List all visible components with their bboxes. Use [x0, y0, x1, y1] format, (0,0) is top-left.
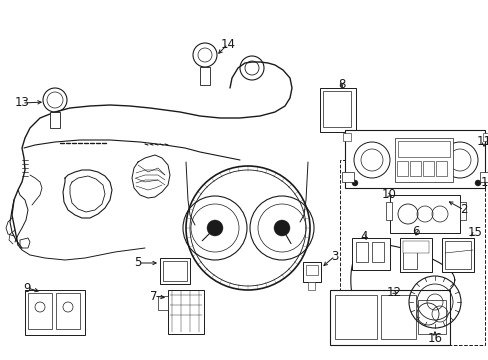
- Text: 1: 1: [479, 176, 487, 189]
- Bar: [305, 265, 317, 275]
- Bar: [371, 242, 383, 262]
- Text: 13: 13: [15, 96, 29, 109]
- Circle shape: [351, 180, 357, 186]
- Bar: [334, 295, 376, 339]
- Bar: [444, 241, 470, 269]
- Text: 14: 14: [220, 37, 235, 50]
- Bar: [329, 290, 449, 345]
- Bar: [168, 290, 203, 334]
- Text: 12: 12: [386, 285, 401, 298]
- Text: 2: 2: [459, 203, 467, 216]
- Bar: [479, 172, 487, 182]
- Bar: [351, 238, 389, 270]
- Bar: [399, 238, 431, 272]
- Bar: [482, 133, 488, 141]
- Bar: [158, 296, 168, 310]
- Bar: [396, 161, 407, 176]
- Bar: [323, 91, 350, 127]
- Text: 7: 7: [150, 289, 158, 302]
- Text: 16: 16: [427, 332, 442, 345]
- Bar: [28, 293, 52, 329]
- Bar: [319, 88, 355, 132]
- Bar: [385, 202, 391, 220]
- Text: 3: 3: [331, 249, 338, 262]
- Bar: [25, 290, 85, 335]
- Bar: [394, 138, 452, 182]
- Bar: [345, 130, 484, 188]
- Bar: [380, 295, 415, 339]
- Text: 4: 4: [360, 230, 367, 243]
- Bar: [339, 160, 484, 345]
- Bar: [417, 300, 445, 334]
- Text: 11: 11: [475, 135, 488, 148]
- Text: 15: 15: [467, 226, 482, 239]
- Text: 6: 6: [411, 225, 419, 238]
- Bar: [397, 141, 449, 157]
- Text: 9: 9: [23, 282, 31, 294]
- Bar: [402, 241, 416, 269]
- Bar: [163, 261, 186, 281]
- Bar: [307, 282, 314, 290]
- Bar: [50, 112, 60, 128]
- Bar: [389, 195, 459, 233]
- Bar: [402, 241, 428, 253]
- Bar: [435, 161, 446, 176]
- Bar: [409, 161, 420, 176]
- Circle shape: [273, 220, 289, 236]
- Bar: [341, 172, 353, 182]
- Circle shape: [474, 180, 480, 186]
- Bar: [422, 161, 433, 176]
- Text: 8: 8: [338, 77, 345, 90]
- Bar: [342, 133, 350, 141]
- Bar: [355, 242, 367, 262]
- Bar: [160, 258, 190, 284]
- Bar: [441, 238, 473, 272]
- Text: 5: 5: [134, 256, 142, 270]
- Bar: [303, 262, 320, 282]
- Bar: [200, 67, 209, 85]
- Bar: [56, 293, 80, 329]
- Text: 10: 10: [381, 189, 396, 202]
- Bar: [459, 202, 465, 220]
- Circle shape: [206, 220, 223, 236]
